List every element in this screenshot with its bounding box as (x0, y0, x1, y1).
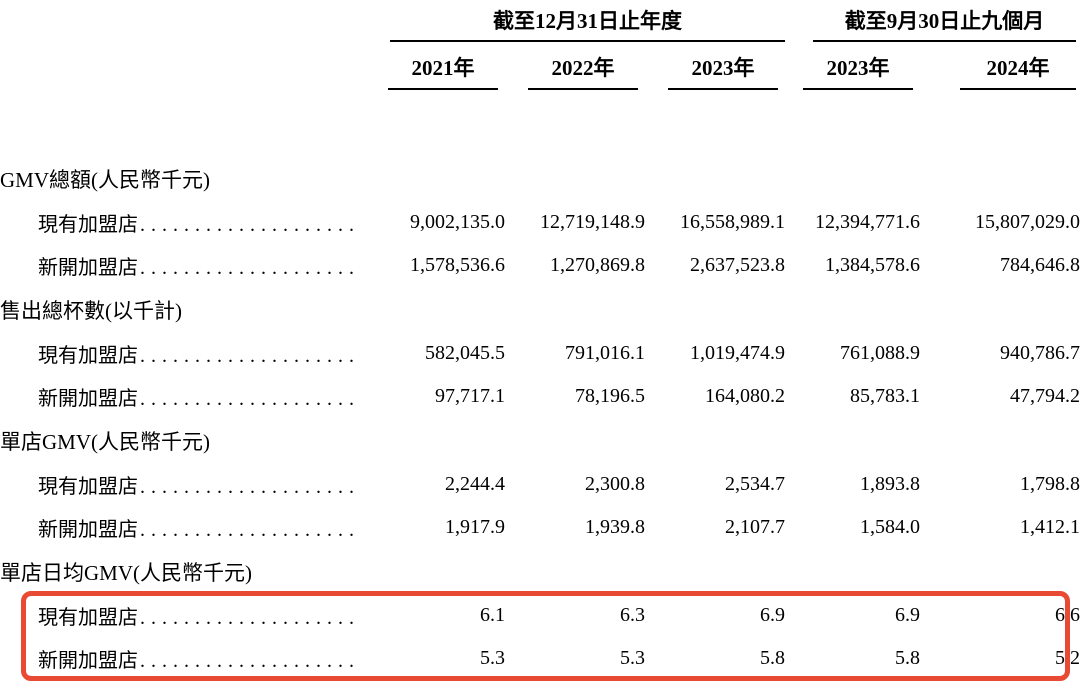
row-label: 新開加盟店 (38, 519, 138, 541)
value-cell: 2,300.8 (585, 473, 645, 495)
value-cell: 12,719,148.9 (540, 211, 645, 233)
value-cell: 1,019,474.9 (690, 342, 786, 364)
value-cell: 85,783.1 (850, 385, 921, 407)
value-cell: 2,637,523.8 (690, 254, 786, 276)
dot-leader (140, 650, 356, 673)
value-cell: 6.3 (620, 604, 645, 626)
value-cell: 1,384,578.6 (825, 254, 921, 276)
value-cell: 5.2 (1055, 647, 1080, 669)
section-header-per-store-daily-gmv: 單店日均GMV(人民幣千元) (0, 560, 252, 585)
value-cell: 5.3 (620, 647, 645, 669)
column-group-year-ended-dec31: 截至12月31日止年度 (390, 5, 786, 42)
table-row: 新開加盟店 1,917.9 1,939.8 2,107.7 1,584.0 1,… (0, 506, 1080, 549)
value-cell: 1,270,869.8 (550, 254, 645, 276)
value-cell: 164,080.2 (705, 385, 786, 407)
table-row: 現有加盟店 2,244.4 2,300.8 2,534.7 1,893.8 1,… (0, 463, 1080, 506)
dot-leader (140, 607, 356, 630)
value-cell: 1,412.1 (1020, 516, 1080, 538)
row-label: 現有加盟店 (38, 607, 138, 629)
value-cell: 5.8 (760, 647, 786, 669)
section-header-cups-sold: 售出總杯數(以千計) (0, 298, 182, 323)
column-group-nine-months-sep30: 截至9月30日止九個月 (813, 5, 1077, 42)
table-row: 新開加盟店 97,717.1 78,196.5 164,080.2 85,783… (0, 375, 1080, 418)
table-row: 現有加盟店 6.1 6.3 6.9 6.9 6.6 (0, 594, 1080, 637)
value-cell: 791,016.1 (565, 342, 645, 364)
table-row: 新開加盟店 1,578,536.6 1,270,869.8 2,637,523.… (0, 244, 1080, 287)
value-cell: 1,798.8 (1020, 473, 1080, 495)
value-cell: 16,558,989.1 (680, 211, 786, 233)
table-row: 現有加盟店 9,002,135.0 12,719,148.9 16,558,98… (0, 201, 1080, 244)
dot-leader (140, 476, 356, 499)
row-label: 現有加盟店 (38, 476, 138, 498)
value-cell: 5.3 (480, 647, 505, 669)
dot-leader (140, 345, 356, 368)
value-cell: 47,794.2 (1010, 385, 1080, 407)
dot-leader (140, 519, 356, 542)
table-row: 現有加盟店 582,045.5 791,016.1 1,019,474.9 76… (0, 332, 1080, 375)
stub-cell (0, 0, 370, 42)
dot-leader (140, 257, 356, 280)
value-cell: 6.1 (480, 604, 505, 626)
value-cell: 582,045.5 (425, 342, 505, 364)
value-cell: 78,196.5 (575, 385, 645, 407)
value-cell: 6.6 (1055, 604, 1080, 626)
row-label: 新開加盟店 (38, 257, 138, 279)
value-cell: 1,578,536.6 (410, 254, 505, 276)
value-cell: 940,786.7 (1000, 342, 1080, 364)
row-label: 現有加盟店 (38, 345, 138, 367)
dot-leader (140, 214, 356, 237)
value-cell: 784,646.8 (1000, 254, 1080, 276)
row-label: 新開加盟店 (38, 388, 138, 410)
value-cell: 1,584.0 (860, 516, 921, 538)
table-row: 新開加盟店 5.3 5.3 5.8 5.8 5.2 (0, 637, 1080, 680)
value-cell: 1,939.8 (585, 516, 645, 538)
value-cell: 6.9 (760, 604, 786, 626)
section-header-row: 單店日均GMV(人民幣千元) (0, 549, 1080, 594)
value-cell: 15,807,029.0 (975, 211, 1080, 233)
row-label: 新開加盟店 (38, 650, 138, 672)
column-header-2024-9m: 2024年 (960, 52, 1077, 90)
section-header-gmv-total: GMV總額(人民幣千元) (0, 167, 210, 192)
column-header-2022: 2022年 (528, 52, 638, 90)
section-header-row: 單店GMV(人民幣千元) (0, 418, 1080, 463)
value-cell: 2,534.7 (725, 473, 786, 495)
value-cell: 5.8 (895, 647, 921, 669)
stub-cell (0, 42, 370, 90)
value-cell: 2,107.7 (725, 516, 786, 538)
column-header-2023-9m: 2023年 (803, 52, 914, 90)
year-header-row: 2021年 2022年 2023年 2023年 2024年 (0, 42, 1080, 90)
column-header-2021: 2021年 (388, 52, 498, 90)
value-cell: 12,394,771.6 (815, 211, 921, 233)
column-group-row: 截至12月31日止年度 截至9月30日止九個月 (0, 0, 1080, 42)
section-header-row: GMV總額(人民幣千元) (0, 156, 1080, 201)
value-cell: 9,002,135.0 (410, 211, 505, 233)
value-cell: 6.9 (895, 604, 921, 626)
value-cell: 1,917.9 (445, 516, 505, 538)
row-label: 現有加盟店 (38, 214, 138, 236)
section-header-row: 售出總杯數(以千計) (0, 287, 1080, 332)
value-cell: 2,244.4 (445, 473, 505, 495)
value-cell: 761,088.9 (840, 342, 921, 364)
value-cell: 1,893.8 (860, 473, 921, 495)
value-cell: 97,717.1 (435, 385, 505, 407)
dot-leader (140, 388, 356, 411)
spacer (0, 90, 1080, 156)
section-header-per-store-gmv: 單店GMV(人民幣千元) (0, 429, 210, 454)
column-header-2023: 2023年 (668, 52, 779, 90)
